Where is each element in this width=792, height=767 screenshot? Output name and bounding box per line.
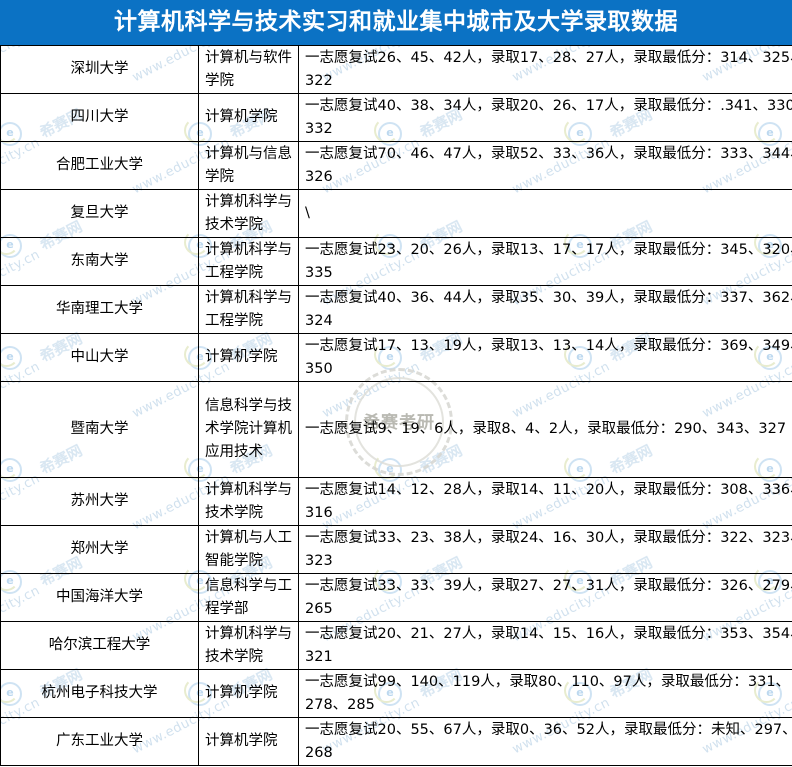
department-cell: 计算机科学与工程学院	[198, 285, 299, 334]
admission-data-cell: 一志愿复试17、13、19人，录取13、13、14人，录取最低分：369、349…	[298, 333, 792, 382]
department-cell: 计算机科学与工程学院	[198, 237, 299, 286]
university-cell: 广东工业大学	[0, 717, 199, 766]
table-row: 深圳大学 计算机与软件学院 一志愿复试26、45、42人，录取17、28、27人，录…	[0, 45, 792, 94]
table-body: 深圳大学 计算机与软件学院 一志愿复试26、45、42人，录取17、28、27人，录…	[0, 45, 792, 766]
page-title-bar: 计算机科学与技术实习和就业集中城市及大学录取数据	[0, 0, 792, 45]
admission-data-cell: 一志愿复试33、23、38人，录取24、16、30人，录取最低分：322、323…	[298, 525, 792, 574]
admission-data-cell: 一志愿复试40、38、34人，录取20、26、17人，录取最低分：.341、33…	[298, 93, 792, 142]
table-row: 中山大学 计算机学院 一志愿复试17、13、19人，录取13、13、14人，录取最低…	[0, 333, 792, 382]
department-cell: 计算机科学与技术学院	[198, 477, 299, 526]
admission-data-cell: 一志愿复试70、46、47人，录取52、33、36人，录取最低分：333、344…	[298, 141, 792, 190]
table-row: 四川大学 计算机学院 一志愿复试40、38、34人，录取20、26、17人，录取最低…	[0, 93, 792, 142]
university-cell: 哈尔滨工程大学	[0, 621, 199, 670]
university-cell: 复旦大学	[0, 189, 199, 238]
department-cell: 信息科学与工程学部	[198, 573, 299, 622]
department-cell: 计算机科学与技术学院	[198, 621, 299, 670]
admission-data-cell: 一志愿复试40、36、44人，录取35、30、39人，录取最低分：337、362…	[298, 285, 792, 334]
university-cell: 华南理工大学	[0, 285, 199, 334]
admission-data-cell: \	[298, 189, 792, 238]
university-cell: 暨南大学	[0, 381, 199, 478]
admission-data-cell: 一志愿复试20、55、67人，录取0、36、52人，录取最低分：未知、297、2…	[298, 717, 792, 766]
department-cell: 计算机与软件学院	[198, 45, 299, 94]
admission-data-cell: 一志愿复试33、33、39人，录取27、27、31人，录取最低分：326、279…	[298, 573, 792, 622]
department-cell: 计算机学院	[198, 93, 299, 142]
admission-data-cell: 一志愿复试26、45、42人，录取17、28、27人，录取最低分：314、325…	[298, 45, 792, 94]
table-row: 东南大学 计算机科学与工程学院 一志愿复试23、20、26人，录取13、17、17人…	[0, 237, 792, 286]
table-row: 哈尔滨工程大学 计算机科学与技术学院 一志愿复试20、21、27人，录取14、15、…	[0, 621, 792, 670]
table-row: 杭州电子科技大学 计算机学院 一志愿复试99、140、119人，录取80、110、9…	[0, 669, 792, 718]
table-row: 中国海洋大学 信息科学与工程学部 一志愿复试33、33、39人，录取27、27、31…	[0, 573, 792, 622]
table-row: 复旦大学 计算机科学与技术学院 \	[0, 189, 792, 238]
university-cell: 四川大学	[0, 93, 199, 142]
department-cell: 计算机科学与技术学院	[198, 189, 299, 238]
table-row: 华南理工大学 计算机科学与工程学院 一志愿复试40、36、44人，录取35、30、3…	[0, 285, 792, 334]
department-cell: 计算机与信息学院	[198, 141, 299, 190]
page-title: 计算机科学与技术实习和就业集中城市及大学录取数据	[114, 9, 678, 35]
table-row: 郑州大学 计算机与人工智能学院 一志愿复试33、23、38人，录取24、16、30人…	[0, 525, 792, 574]
admission-data-cell: 一志愿复试9、19、6人，录取8、4、2人，录取最低分：290、343、327	[298, 381, 792, 478]
table-row: 暨南大学 信息科学与技术学院计算机应用技术 一志愿复试9、19、6人，录取8、4、2…	[0, 381, 792, 478]
university-cell: 合肥工业大学	[0, 141, 199, 190]
admission-data-cell: 一志愿复试23、20、26人，录取13、17、17人，录取最低分：345、320…	[298, 237, 792, 286]
department-cell: 信息科学与技术学院计算机应用技术	[198, 381, 299, 478]
department-cell: 计算机与人工智能学院	[198, 525, 299, 574]
university-cell: 郑州大学	[0, 525, 199, 574]
university-cell: 苏州大学	[0, 477, 199, 526]
university-cell: 深圳大学	[0, 45, 199, 94]
department-cell: 计算机学院	[198, 669, 299, 718]
university-cell: 中国海洋大学	[0, 573, 199, 622]
admission-data-table: 深圳大学 计算机与软件学院 一志愿复试26、45、42人，录取17、28、27人，录…	[0, 45, 792, 766]
university-cell: 中山大学	[0, 333, 199, 382]
department-cell: 计算机学院	[198, 333, 299, 382]
university-cell: 东南大学	[0, 237, 199, 286]
table-row: 合肥工业大学 计算机与信息学院 一志愿复试70、46、47人，录取52、33、36人…	[0, 141, 792, 190]
admission-data-cell: 一志愿复试99、140、119人，录取80、110、97人，录取最低分：331、…	[298, 669, 792, 718]
admission-data-cell: 一志愿复试14、12、28人，录取14、11、20人，录取最低分：308、336…	[298, 477, 792, 526]
university-cell: 杭州电子科技大学	[0, 669, 199, 718]
department-cell: 计算机学院	[198, 717, 299, 766]
table-row: 苏州大学 计算机科学与技术学院 一志愿复试14、12、28人，录取14、11、20人…	[0, 477, 792, 526]
admission-data-cell: 一志愿复试20、21、27人，录取14、15、16人，录取最低分：353、354…	[298, 621, 792, 670]
table-row: 广东工业大学 计算机学院 一志愿复试20、55、67人，录取0、36、52人，录取最…	[0, 717, 792, 766]
